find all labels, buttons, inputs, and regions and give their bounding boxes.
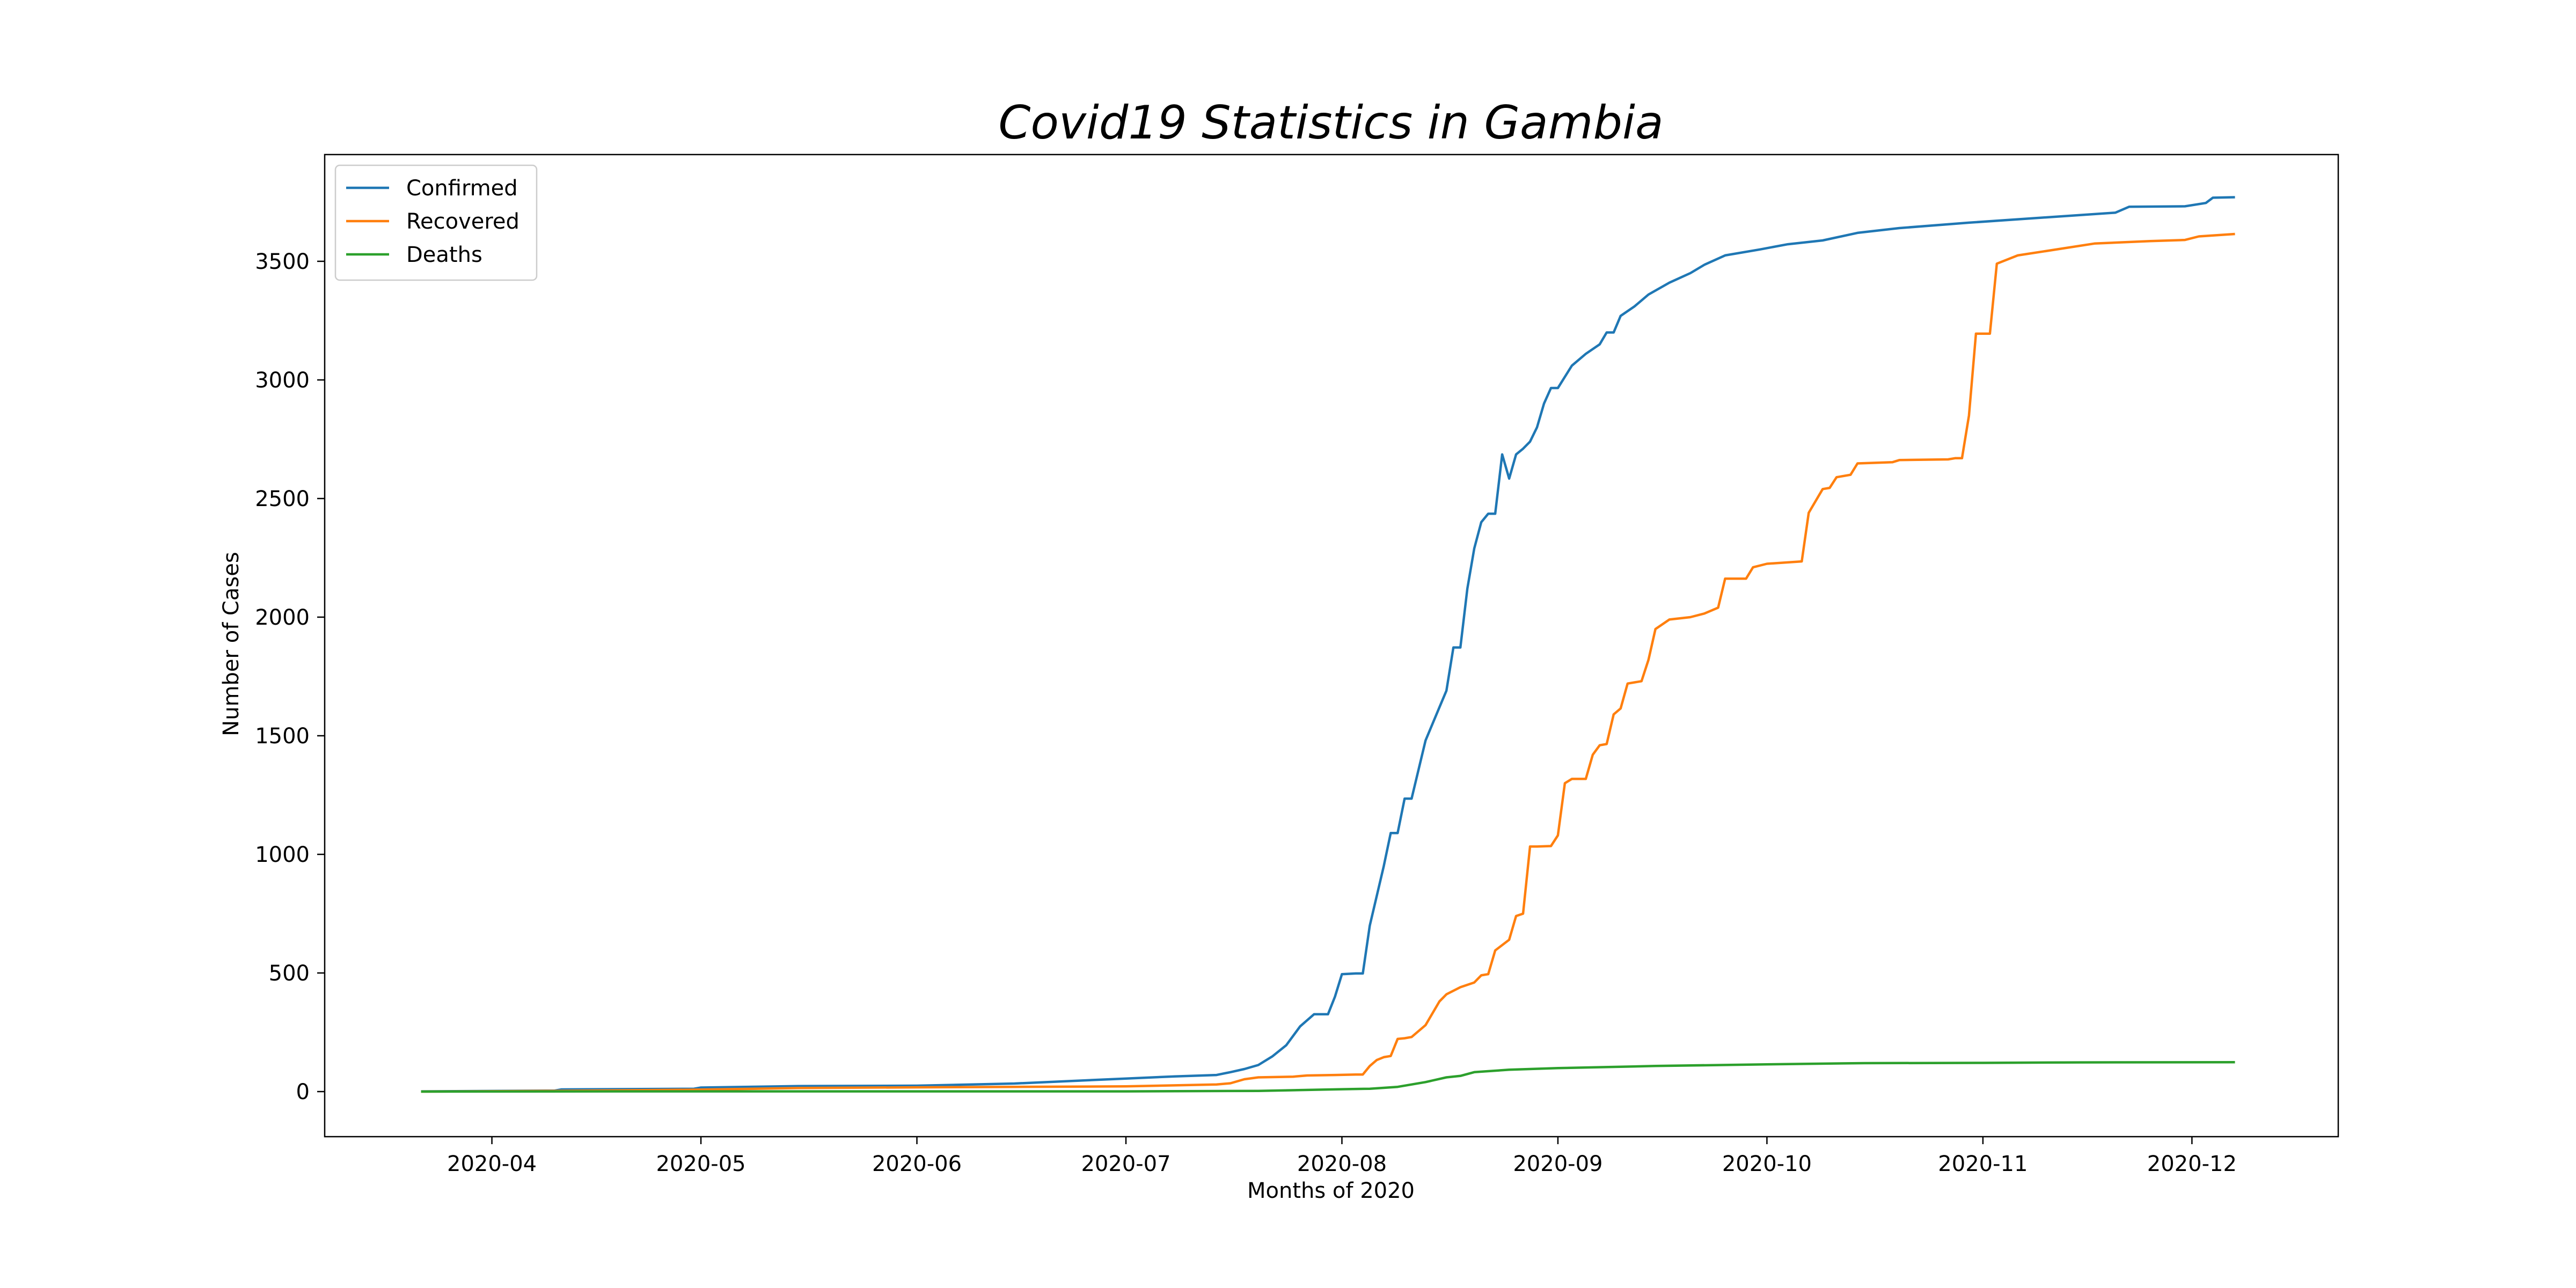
x-tick-label: 2020-10	[1722, 1152, 1812, 1176]
legend-label-deaths: Deaths	[406, 243, 482, 267]
legend-label-confirmed: Confirmed	[406, 176, 518, 201]
plot-frame	[324, 153, 2339, 1138]
x-tick-label: 2020-09	[1513, 1152, 1602, 1176]
axes-layer: 2020-04 2020-05 2020-06 2020-07 2020-08 2020-…	[255, 153, 2339, 1176]
y-tick-label: 3000	[255, 368, 310, 393]
x-tick-label: 2020-05	[656, 1152, 745, 1176]
x-tick-label: 2020-04	[447, 1152, 537, 1176]
series-line-recovered	[421, 232, 2235, 1093]
legend-box	[334, 164, 538, 281]
chart-legend: Confirmed Recovered Deaths	[334, 164, 538, 281]
y-tick-label: 1000	[255, 843, 310, 867]
x-tick-label: 2020-11	[1938, 1152, 2028, 1176]
x-tick-label: 2020-07	[1081, 1152, 1170, 1176]
y-tick-label: 2500	[255, 487, 310, 511]
y-tick-label: 1500	[255, 724, 310, 749]
series-layer	[421, 196, 2235, 1093]
x-axis-label: Months of 2020	[1247, 1179, 1415, 1203]
y-tick-label: 2000	[255, 605, 310, 630]
y-tick-label: 500	[269, 961, 310, 986]
y-tick-label: 3500	[255, 250, 310, 274]
x-tick-label: 2020-08	[1297, 1152, 1387, 1176]
x-tick-label: 2020-12	[2147, 1152, 2237, 1176]
legend-label-recovered: Recovered	[406, 209, 519, 234]
chart-title: Covid19 Statistics in Gambia	[998, 96, 1663, 150]
y-axis-label: Number of Cases	[219, 552, 244, 736]
y-tick-label: 0	[296, 1080, 310, 1104]
series-line-deaths	[421, 1060, 2235, 1093]
x-tick-label: 2020-06	[872, 1152, 962, 1176]
series-line-confirmed	[421, 196, 2235, 1093]
